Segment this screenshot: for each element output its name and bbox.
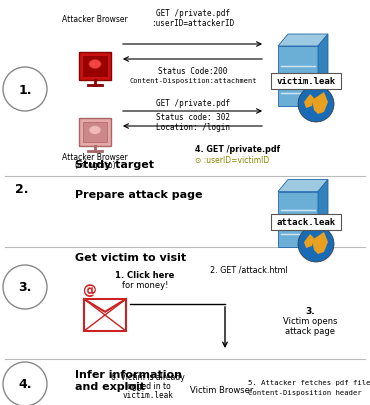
Text: 4. GET /private.pdf: 4. GET /private.pdf [195,145,280,154]
Text: GET /private.pdf: GET /private.pdf [156,98,230,107]
Text: 3.: 3. [305,307,315,316]
Text: and exploit: and exploit [75,381,145,391]
Polygon shape [312,232,328,254]
Polygon shape [84,299,126,331]
Circle shape [298,87,334,123]
Text: Content-Disposition header: Content-Disposition header [248,389,362,395]
Text: 1. Click here: 1. Click here [115,271,175,280]
Text: 1.: 1. [18,83,32,96]
Polygon shape [304,95,314,109]
Polygon shape [79,119,111,147]
Text: Status code: 302: Status code: 302 [156,113,230,122]
Polygon shape [83,57,107,77]
Text: GET /private.pdf: GET /private.pdf [156,9,230,17]
Polygon shape [304,234,314,248]
Circle shape [3,362,47,405]
Polygon shape [318,180,328,247]
Polygon shape [83,123,107,143]
Text: :userID=attackerID: :userID=attackerID [151,19,235,28]
Text: Get victim to visit: Get victim to visit [75,252,186,262]
Text: attack.leak: attack.leak [276,218,336,227]
Text: Victim opens: Victim opens [283,317,337,326]
Text: for money!: for money! [122,281,168,290]
Text: Status Code:200: Status Code:200 [158,66,228,75]
Text: Prepare attack page: Prepare attack page [75,190,202,200]
Polygon shape [278,47,318,107]
Text: 2. GET /attack.html: 2. GET /attack.html [210,265,288,274]
Polygon shape [278,180,328,192]
Circle shape [298,226,334,262]
Circle shape [3,68,47,112]
FancyBboxPatch shape [271,215,341,230]
Text: Study target: Study target [75,160,154,170]
Text: Attacker Browser: Attacker Browser [62,15,128,24]
Text: ⊙ :userID=victimID: ⊙ :userID=victimID [195,156,269,165]
Polygon shape [278,35,328,47]
Text: 5. Attacker fetches pdf file. Infers: 5. Attacker fetches pdf file. Infers [248,379,370,385]
Text: victim.leak: victim.leak [276,77,336,86]
Text: attack page: attack page [285,327,335,336]
Text: Attacker Browser: Attacker Browser [62,153,128,162]
Ellipse shape [89,126,101,135]
Ellipse shape [89,60,101,69]
Text: Infer information: Infer information [75,369,182,379]
Text: 2.: 2. [15,183,29,196]
FancyBboxPatch shape [271,74,341,90]
Text: logged in to: logged in to [125,382,171,390]
Text: Content-Disposition:attachment: Content-Disposition:attachment [129,78,257,84]
Text: @: @ [82,284,96,297]
Polygon shape [312,93,328,115]
Text: Victim Browser: Victim Browser [190,386,254,394]
Text: 6. Victim is already: 6. Victim is already [111,373,185,382]
Circle shape [3,265,47,309]
Polygon shape [318,35,328,107]
Text: 3.: 3. [18,281,32,294]
Text: 4.: 4. [18,377,32,390]
Polygon shape [278,192,318,247]
Text: victim.leak: victim.leak [122,390,174,399]
Polygon shape [79,53,111,81]
Text: Location: /login: Location: /login [156,123,230,132]
Text: (incognito): (incognito) [74,161,116,170]
